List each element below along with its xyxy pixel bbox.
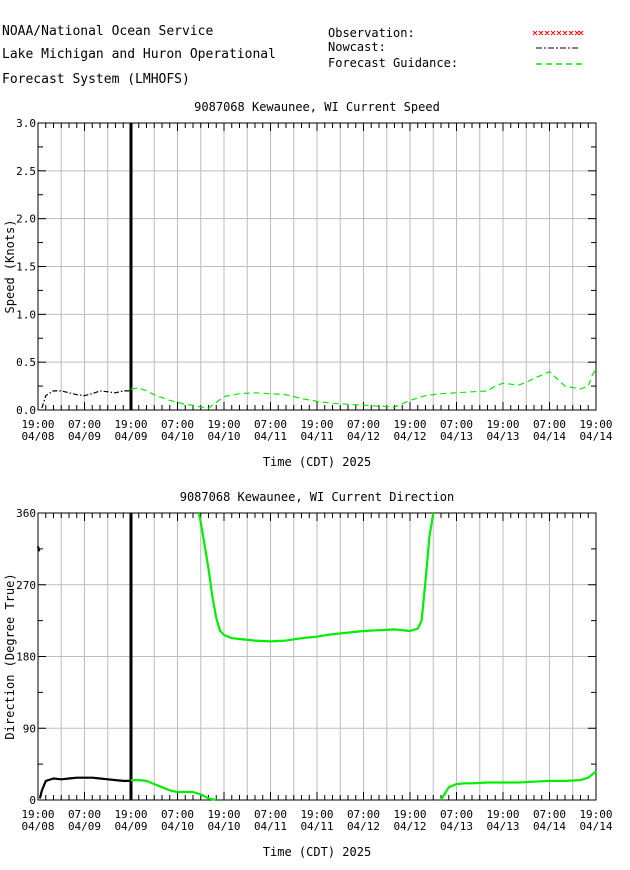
speed-x-tick-label: 04/13 [486,430,519,443]
direction-x-tick-label: 07:00 [68,808,101,821]
speed-x-tick-label: 19:00 [207,418,240,431]
speed-x-tick-label: 04/10 [161,430,194,443]
speed-plot-frame [37,122,597,411]
direction-x-tick-label: 19:00 [21,808,54,821]
direction-x-tick-label: 04/13 [486,820,519,833]
direction-x-tick-label: 07:00 [440,808,473,821]
direction-x-tick-label: 04/12 [393,820,426,833]
speed-x-tick-label: 07:00 [254,418,287,431]
direction-y-tick-label: 270 [16,579,36,592]
direction-x-tick-label: 19:00 [300,808,333,821]
direction-title: 9087068 Kewaunee, WI Current Direction [180,490,455,504]
speed-x-tick-label: 04/12 [347,430,380,443]
header-line-2: Lake Michigan and Huron Operational [2,47,276,62]
speed-x-tick-label: 04/09 [114,430,147,443]
direction-y-tick-label: 0 [29,794,36,807]
speed-x-tick-label: 04/13 [440,430,473,443]
speed-x-tick-label: 19:00 [300,418,333,431]
speed-y-tick-label: 0.0 [16,404,36,417]
speed-x-tick-label: 19:00 [393,418,426,431]
direction-x-tick-label: 07:00 [161,808,194,821]
legend-observation-label: Observation: [328,26,415,40]
speed-x-tick-label: 19:00 [114,418,147,431]
speed-y-tick-label: 0.5 [16,356,36,369]
direction-x-tick-label: 07:00 [347,808,380,821]
legend-nowcast-label: Nowcast: [328,40,386,54]
direction-forecast-series-line [131,778,217,802]
direction-chart: 09018027036019:0004/0807:0004/0919:0004/… [3,490,613,859]
direction-x-tick-label: 07:00 [254,808,287,821]
direction-forecast-series-line [197,512,435,643]
speed-y-tick-label: 2.5 [16,165,36,178]
speed-y-tick-label: 1.5 [16,261,36,274]
speed-x-tick-label: 04/11 [254,430,287,443]
direction-x-tick-label: 04/13 [440,820,473,833]
header-line-1: NOAA/National Ocean Service [2,24,214,39]
speed-y-tick-label: 2.0 [16,213,36,226]
direction-plot-frame [37,512,597,801]
legend-forecast-label: Forecast Guidance: [328,56,459,70]
speed-x-tick-label: 04/08 [21,430,54,443]
speed-x-tick-label: 04/14 [579,430,612,443]
direction-y-axis-label: Direction (Degree True) [3,573,17,739]
direction-y-tick-label: 180 [16,651,36,664]
direction-x-tick-label: 04/10 [161,820,194,833]
speed-x-tick-label: 07:00 [161,418,194,431]
direction-y-tick-label: 90 [23,722,36,735]
direction-x-tick-label: 07:00 [533,808,566,821]
speed-x-tick-label: 19:00 [21,418,54,431]
direction-x-tick-label: 19:00 [486,808,519,821]
direction-x-tick-label: 19:00 [393,808,426,821]
direction-x-tick-label: 04/14 [579,820,612,833]
speed-x-tick-label: 07:00 [440,418,473,431]
speed-x-axis-label: Time (CDT) 2025 [263,455,371,469]
direction-x-tick-label: 04/08 [21,820,54,833]
direction-x-tick-label: 19:00 [207,808,240,821]
direction-x-tick-label: 04/10 [207,820,240,833]
speed-chart: 0.00.51.01.52.02.53.019:0004/0807:0004/0… [3,100,613,469]
legend-swatches [532,30,584,65]
speed-forecast-series-line [130,368,597,409]
direction-x-axis-label: Time (CDT) 2025 [263,845,371,859]
header-line-3: Forecast System (LMHOFS) [2,72,190,87]
legend-observation-swatch [532,30,584,36]
speed-x-tick-label: 04/11 [300,430,333,443]
direction-x-tick-label: 04/11 [254,820,287,833]
direction-x-tick-label: 04/09 [68,820,101,833]
speed-x-tick-label: 07:00 [533,418,566,431]
speed-x-tick-label: 19:00 [579,418,612,431]
speed-y-tick-label: 3.0 [16,117,36,130]
speed-x-tick-label: 04/10 [207,430,240,443]
direction-x-tick-label: 04/11 [300,820,333,833]
direction-nowcast-series-line [38,776,131,799]
speed-x-tick-label: 04/14 [533,430,566,443]
direction-x-tick-label: 04/09 [114,820,147,833]
speed-x-tick-label: 04/09 [68,430,101,443]
direction-forecast-series-line [440,770,597,801]
direction-x-tick-label: 19:00 [114,808,147,821]
direction-x-tick-label: 04/14 [533,820,566,833]
direction-nowcast-series-line [36,546,41,552]
direction-x-tick-label: 04/12 [347,820,380,833]
speed-x-tick-label: 07:00 [347,418,380,431]
speed-nowcast-series-line [41,390,131,409]
direction-x-tick-label: 19:00 [579,808,612,821]
speed-x-tick-label: 04/12 [393,430,426,443]
speed-x-tick-label: 19:00 [486,418,519,431]
speed-y-axis-label: Speed (Knots) [3,220,17,314]
speed-title: 9087068 Kewaunee, WI Current Speed [194,100,440,114]
speed-x-tick-label: 07:00 [68,418,101,431]
speed-y-tick-label: 1.0 [16,308,36,321]
direction-y-tick-label: 360 [16,507,36,520]
